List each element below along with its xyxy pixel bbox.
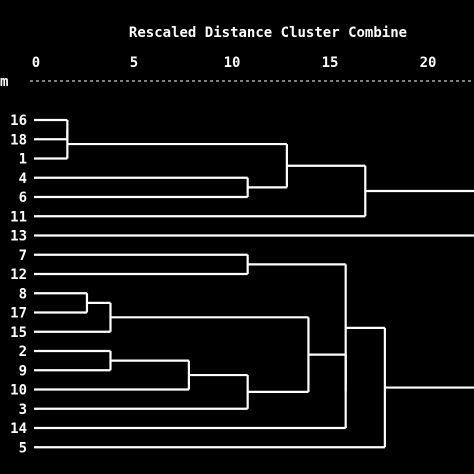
x-tick-label: 15 [322,55,339,71]
leaf-label: 18 [10,132,27,148]
leaf-label: 14 [10,421,27,437]
x-tick-label: 0 [32,55,40,71]
leaf-label: 17 [10,306,27,322]
leaf-label: 1 [19,152,27,168]
chart-title: Rescaled Distance Cluster Combine [129,25,407,41]
leaf-label: 5 [19,440,27,456]
x-tick-label: 5 [130,55,138,71]
leaf-label: 15 [10,325,27,341]
leaf-label: 4 [19,171,27,187]
leaf-label: 8 [19,286,27,302]
leaf-label: 6 [19,190,27,206]
leaf-label: 13 [10,229,27,245]
leaf-label: 10 [10,383,27,399]
row-header: m [0,74,8,90]
x-tick-label: 10 [224,55,241,71]
x-tick-label: 20 [420,55,437,71]
leaf-label: 16 [10,113,27,129]
leaf-label: 12 [10,267,27,283]
leaf-label: 7 [19,248,27,264]
leaf-label: 11 [10,209,27,225]
leaf-label: 9 [19,363,27,379]
leaf-label: 3 [19,402,27,418]
leaf-label: 2 [19,344,27,360]
